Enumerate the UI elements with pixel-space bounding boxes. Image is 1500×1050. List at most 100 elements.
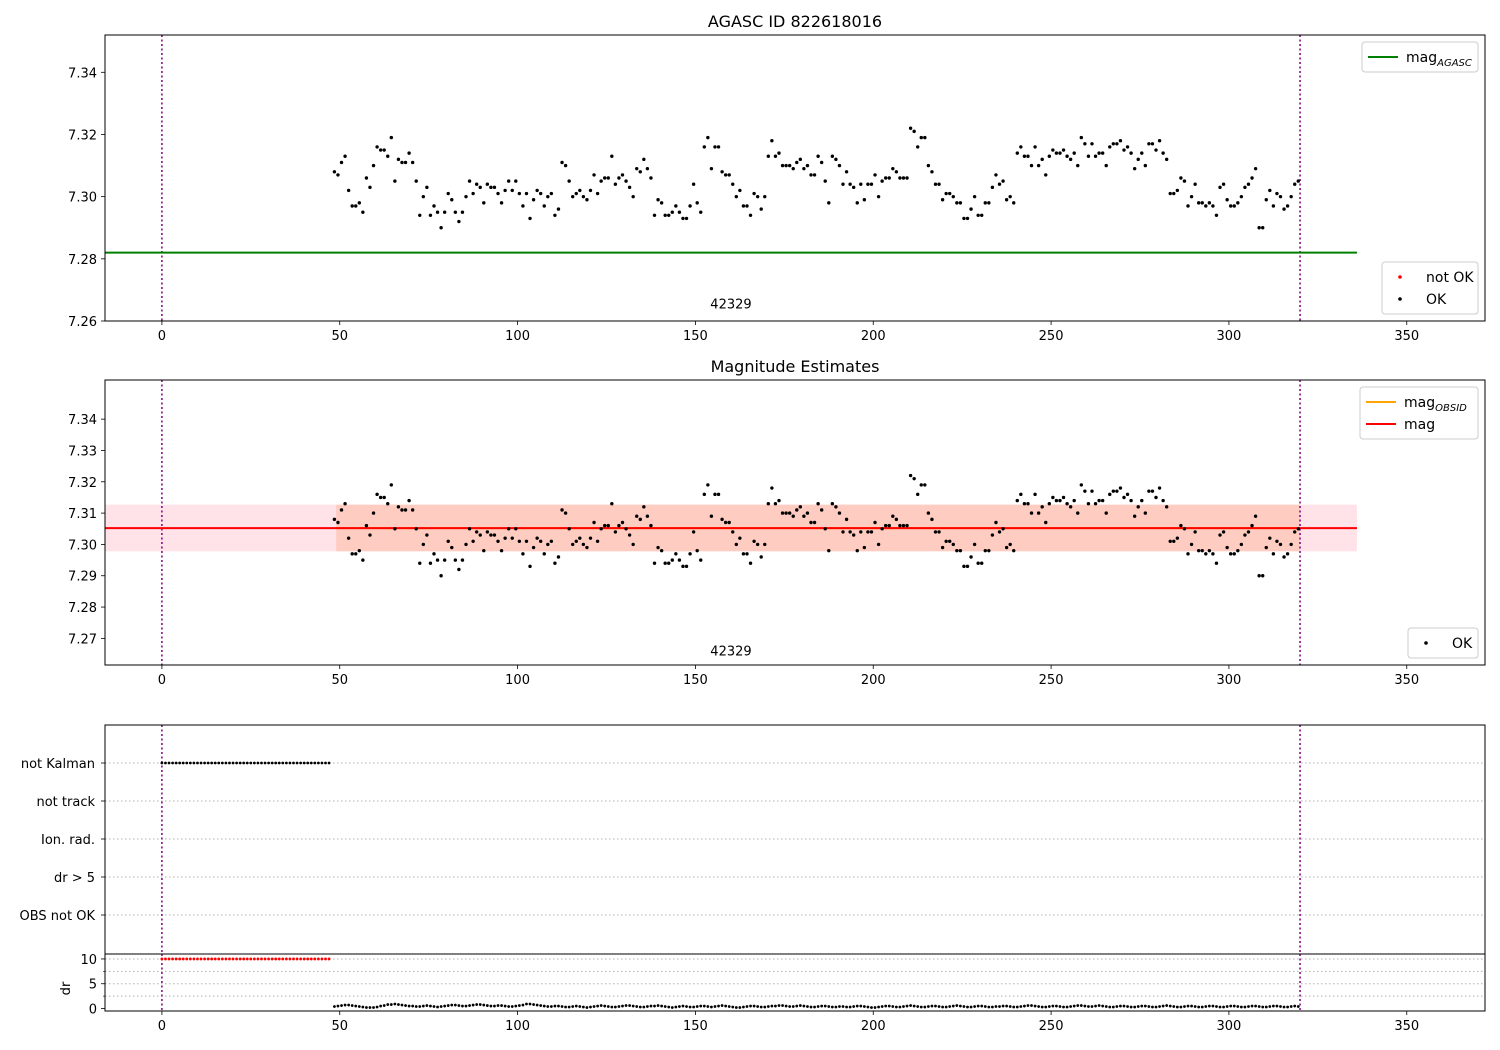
ok-data-point — [1293, 530, 1297, 534]
dr-point — [617, 1005, 621, 1008]
ok-data-point — [1246, 182, 1251, 186]
ok-data-point — [546, 542, 550, 547]
y-tick-label: 10 — [80, 953, 97, 968]
x-tick-label: 150 — [683, 673, 708, 688]
ok-data-point — [958, 548, 963, 553]
ok-data-point — [510, 536, 514, 540]
ok-data-point — [688, 204, 692, 208]
ok-data-point — [1264, 198, 1268, 202]
dr-point — [937, 1005, 941, 1008]
ok-data-point — [1033, 492, 1037, 497]
legend-box — [1407, 627, 1479, 659]
ok-data-point — [1083, 489, 1087, 493]
ok-data-point — [830, 154, 835, 158]
ok-data-point — [777, 151, 781, 155]
ok-data-point — [1072, 151, 1076, 155]
ok-data-point — [763, 542, 767, 547]
ok-data-point — [428, 561, 433, 565]
ok-data-point — [574, 539, 578, 543]
ok-data-point — [645, 166, 650, 171]
flag-row-label: OBS not OK — [20, 909, 96, 924]
dr-point — [884, 1004, 888, 1008]
dr-point — [1268, 1005, 1272, 1008]
ok-data-point — [805, 511, 810, 515]
dr-point — [320, 957, 324, 961]
ok-data-point — [691, 530, 696, 534]
y-tick-label: 7.31 — [68, 507, 97, 522]
ok-data-point — [827, 201, 831, 205]
dr-point — [178, 957, 182, 961]
dr-point — [663, 1005, 667, 1008]
ok-data-point — [535, 188, 539, 193]
ok-data-point — [1129, 151, 1133, 155]
dr-point — [660, 1004, 664, 1008]
dr-point — [206, 957, 210, 961]
dr-point — [210, 957, 214, 961]
ok-data-point — [1157, 138, 1162, 143]
x-tick-label: 100 — [505, 1019, 530, 1034]
ok-data-point — [1168, 191, 1172, 196]
ok-data-point — [727, 173, 731, 177]
ok-data-point — [1253, 166, 1258, 171]
dr-point — [880, 1005, 884, 1008]
ok-data-point — [990, 185, 995, 190]
x-tick-label: 300 — [1217, 673, 1242, 688]
ok-data-point — [649, 523, 653, 528]
dr-point — [855, 1004, 859, 1008]
ok-data-point — [816, 154, 820, 158]
ok-data-point — [1200, 548, 1204, 553]
ok-data-point — [403, 160, 408, 165]
x-tick-label: 250 — [1039, 673, 1064, 688]
dr-point — [174, 957, 178, 961]
ok-data-point — [1079, 135, 1084, 140]
ok-data-point — [684, 216, 689, 221]
ok-data-point — [1175, 536, 1180, 540]
ok-data-point — [805, 163, 810, 168]
dr-point — [171, 957, 174, 961]
dr-point — [574, 1004, 578, 1008]
dr-point — [1140, 1004, 1144, 1008]
ok-data-point — [951, 194, 955, 199]
ok-data-point — [1008, 194, 1012, 199]
flag-point — [267, 761, 271, 765]
ok-data-point — [1268, 536, 1272, 540]
ok-data-point — [620, 173, 625, 177]
dr-point — [592, 1005, 596, 1008]
ok-data-point — [759, 207, 763, 211]
ok-data-point — [410, 508, 415, 512]
ok-data-point — [457, 567, 461, 572]
x-tick-label: 300 — [1217, 1019, 1242, 1034]
flag-point — [281, 761, 285, 765]
dr-point — [1119, 1004, 1122, 1008]
dr-point — [1122, 1004, 1126, 1008]
obsid-annotation: 42329 — [710, 298, 751, 313]
ok-data-point — [1076, 163, 1080, 168]
ok-data-point — [937, 530, 941, 534]
x-tick-label: 100 — [505, 673, 530, 688]
ok-data-point — [962, 564, 966, 569]
dr-point — [1151, 1005, 1154, 1009]
flag-point — [288, 761, 292, 765]
dr-point — [820, 1004, 824, 1008]
ok-data-point — [421, 542, 426, 547]
x-tick-label: 50 — [331, 329, 348, 344]
ok-data-point — [965, 216, 970, 221]
y-tick-label: 5 — [89, 978, 97, 993]
ok-data-point — [446, 539, 450, 543]
ok-data-point — [620, 520, 625, 525]
ok-data-point — [393, 179, 397, 183]
dr-point — [1236, 1005, 1240, 1008]
ok-data-point — [524, 539, 529, 543]
ok-data-point — [538, 539, 543, 543]
ok-data-point — [1111, 489, 1116, 493]
ok-data-point — [1086, 154, 1091, 158]
ok-data-point — [830, 502, 835, 506]
ok-data-point — [866, 182, 870, 186]
dr-point — [1087, 1005, 1090, 1008]
ok-data-point — [1189, 542, 1194, 547]
ok-data-point — [464, 194, 468, 199]
dr-point — [185, 957, 189, 961]
x-tick-label: 350 — [1394, 673, 1419, 688]
ok-data-point — [1036, 163, 1041, 168]
ok-data-point — [1200, 201, 1204, 205]
